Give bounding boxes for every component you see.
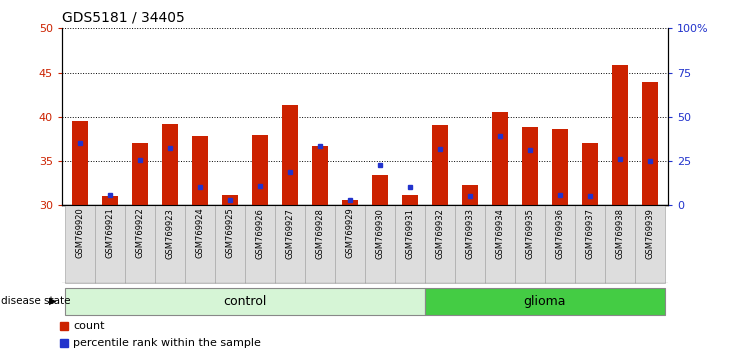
Bar — [65, 288, 425, 315]
Bar — [522, 126, 538, 205]
Bar — [425, 288, 665, 315]
Bar — [515, 205, 545, 283]
Text: GSM769938: GSM769938 — [615, 208, 624, 259]
Bar — [222, 195, 238, 205]
Bar — [402, 195, 418, 205]
Bar — [462, 185, 478, 205]
Bar — [65, 205, 95, 283]
Text: GSM769934: GSM769934 — [496, 208, 504, 258]
Text: count: count — [73, 321, 104, 331]
Text: GSM769926: GSM769926 — [255, 208, 264, 258]
Text: GSM769923: GSM769923 — [166, 208, 174, 258]
Text: GSM769935: GSM769935 — [526, 208, 534, 258]
Bar — [395, 205, 425, 283]
Bar — [245, 205, 275, 283]
Bar — [132, 143, 148, 205]
Bar — [605, 205, 635, 283]
Text: glioma: glioma — [523, 295, 566, 308]
Bar — [365, 205, 395, 283]
Bar — [372, 175, 388, 205]
Bar — [612, 65, 629, 205]
Bar — [485, 205, 515, 283]
Bar — [252, 135, 268, 205]
Text: GSM769936: GSM769936 — [556, 208, 564, 259]
Bar — [431, 125, 448, 205]
Bar — [492, 112, 508, 205]
Text: GSM769920: GSM769920 — [75, 208, 85, 258]
Text: GSM769925: GSM769925 — [226, 208, 234, 258]
Bar — [575, 205, 605, 283]
Text: GSM769937: GSM769937 — [585, 208, 594, 259]
Text: GSM769939: GSM769939 — [645, 208, 655, 258]
Text: GSM769927: GSM769927 — [285, 208, 294, 258]
Bar — [642, 82, 658, 205]
Text: GSM769933: GSM769933 — [466, 208, 474, 259]
Bar — [545, 205, 575, 283]
Bar — [342, 200, 358, 205]
Text: disease state: disease state — [1, 296, 71, 306]
Text: GSM769930: GSM769930 — [375, 208, 385, 258]
Bar — [312, 146, 328, 205]
Bar — [125, 205, 155, 283]
Bar — [425, 205, 455, 283]
Bar — [192, 136, 208, 205]
Bar — [282, 105, 299, 205]
Text: GSM769931: GSM769931 — [405, 208, 415, 258]
Bar — [215, 205, 245, 283]
Text: percentile rank within the sample: percentile rank within the sample — [73, 338, 261, 348]
Bar — [72, 121, 88, 205]
Bar — [162, 124, 178, 205]
Bar — [455, 205, 485, 283]
Text: GSM769921: GSM769921 — [106, 208, 115, 258]
Text: GSM769928: GSM769928 — [315, 208, 325, 258]
Text: GSM769924: GSM769924 — [196, 208, 204, 258]
Text: GSM769932: GSM769932 — [436, 208, 445, 258]
Text: ▶: ▶ — [49, 296, 56, 306]
Bar — [185, 205, 215, 283]
Bar — [95, 205, 125, 283]
Bar — [582, 143, 598, 205]
Bar — [101, 196, 118, 205]
Text: GDS5181 / 34405: GDS5181 / 34405 — [62, 11, 185, 25]
Bar — [305, 205, 335, 283]
Bar — [552, 129, 568, 205]
Text: GSM769929: GSM769929 — [345, 208, 355, 258]
Bar — [635, 205, 665, 283]
Bar — [335, 205, 365, 283]
Text: control: control — [223, 295, 266, 308]
Text: GSM769922: GSM769922 — [136, 208, 145, 258]
Bar — [275, 205, 305, 283]
Bar — [155, 205, 185, 283]
